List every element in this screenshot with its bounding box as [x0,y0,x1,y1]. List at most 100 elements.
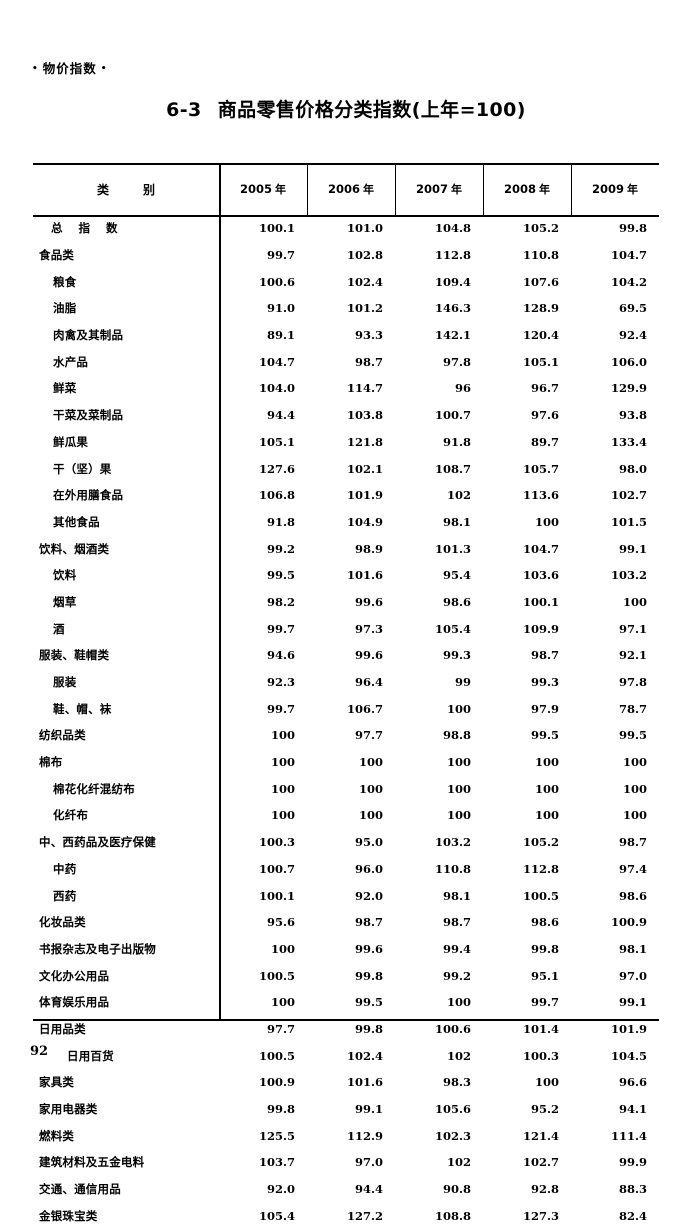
cell-2008: 95.2 [530,1102,559,1117]
cell-2009: 103.2 [610,568,647,583]
cell-2005: 100.5 [258,968,295,983]
table-bottom-rule [33,1019,659,1021]
cell-2007: 91.8 [442,434,471,449]
cell-2008: 127.3 [522,1208,559,1223]
table-row: 日用百货 100.5 102.4 102 100.3 104.5 [33,1042,659,1069]
cell-2009: 100 [622,594,647,609]
cell-2006: 99.6 [354,594,383,609]
cell-2009: 99.1 [618,541,647,556]
cell-2005: 105.4 [258,1208,295,1223]
cell-2005: 94.6 [266,648,295,663]
table-number: 6-3 [166,99,202,121]
cell-2005: 94.4 [266,408,295,423]
row-label: 西药 [53,888,77,903]
row-label: 棉花化纤混纺布 [53,781,135,796]
cell-2005: 103.7 [258,1155,295,1170]
row-label: 文化办公用品 [39,968,110,983]
cell-2008: 104.7 [522,541,559,556]
cell-2009: 92.1 [618,648,647,663]
row-label: 食品类 [39,248,75,263]
cell-2005: 99.7 [266,701,295,716]
cell-2006: 94.4 [354,1182,383,1197]
cell-2006: 121.8 [346,434,383,449]
cell-2007: 96 [454,381,471,396]
cell-2006: 101.2 [346,301,383,316]
cell-2006: 98.7 [354,915,383,930]
cell-2008: 100 [534,808,559,823]
cell-2008: 120.4 [522,328,559,343]
cell-2006: 102.8 [346,248,383,263]
table-row: 纺织品类 100 97.7 98.8 99.5 99.5 [33,722,659,749]
table-row: 干菜及菜制品 94.4 103.8 100.7 97.6 93.8 [33,402,659,429]
cell-2009: 98.7 [618,835,647,850]
cell-2007: 102 [446,1155,471,1170]
cell-2005: 100.1 [258,221,295,236]
cell-2006: 101.6 [346,1075,383,1090]
cell-2006: 92.0 [354,888,383,903]
cell-2006: 99.8 [354,1021,383,1036]
table-row: 烟草 98.2 99.6 98.6 100.1 100 [33,589,659,616]
cell-2008: 96.7 [530,381,559,396]
cell-2007: 99 [454,675,471,690]
cell-2007: 109.4 [434,274,471,289]
cell-2005: 98.2 [266,594,295,609]
cell-2009: 99.8 [618,221,647,236]
cell-2006: 99.5 [354,995,383,1010]
cell-2007: 99.3 [442,648,471,663]
cell-2008: 89.7 [530,434,559,449]
cell-2006: 96.4 [354,675,383,690]
table-row: 鲜瓜果 105.1 121.8 91.8 89.7 133.4 [33,429,659,456]
cell-2009: 97.8 [618,675,647,690]
table-row: 棉花化纤混纺布 100 100 100 100 100 [33,775,659,802]
cell-2009: 100 [622,781,647,796]
cell-2005: 99.5 [266,568,295,583]
row-label: 粮食 [53,274,77,289]
table-row: 建筑材料及五金电料 103.7 97.0 102 102.7 99.9 [33,1149,659,1176]
cell-2007: 108.7 [434,461,471,476]
cell-2006: 96.0 [354,861,383,876]
cell-2009: 78.7 [618,701,647,716]
cell-2008: 100.1 [522,594,559,609]
cell-2006: 114.7 [346,381,383,396]
table-row: 鞋、帽、袜 99.7 106.7 100 97.9 78.7 [33,695,659,722]
cell-2005: 100.1 [258,888,295,903]
cell-2006: 98.9 [354,541,383,556]
table-row: 化纤布 100 100 100 100 100 [33,802,659,829]
cell-2008: 100 [534,781,559,796]
cell-2007: 142.1 [434,328,471,343]
cell-2007: 95.4 [442,568,471,583]
row-label: 交通、通信用品 [39,1182,121,1197]
category-header-part1: 类 [96,182,109,197]
row-label: 棉布 [39,755,63,770]
cell-2007: 102.3 [434,1128,471,1143]
cell-2009: 129.9 [610,381,647,396]
row-label: 体育娱乐用品 [39,995,110,1010]
cell-2007: 101.3 [434,541,471,556]
row-label: 其他食品 [53,514,100,529]
cell-2005: 91.0 [266,301,295,316]
table-row: 鲜菜 104.0 114.7 96 96.7 129.9 [33,375,659,402]
table-row: 服装 92.3 96.4 99 99.3 97.8 [33,669,659,696]
row-label: 中、西药品及医疗保健 [39,835,156,850]
cell-2007: 146.3 [434,301,471,316]
table-top-rule [33,163,659,165]
table-row: 文化办公用品 100.5 99.8 99.2 95.1 97.0 [33,962,659,989]
cell-2008: 95.1 [530,968,559,983]
cell-2009: 101.9 [610,1021,647,1036]
cell-2005: 106.8 [258,488,295,503]
cell-2008: 99.7 [530,995,559,1010]
cell-2008: 98.6 [530,915,559,930]
cell-2009: 106.0 [610,354,647,369]
row-label: 油脂 [53,301,77,316]
cell-2005: 104.7 [258,354,295,369]
cell-2005: 125.5 [258,1128,295,1143]
cell-2009: 97.0 [618,968,647,983]
cell-2006: 100 [358,755,383,770]
cell-2009: 101.5 [610,514,647,529]
cell-2008: 100 [534,1075,559,1090]
cell-2005: 104.0 [258,381,295,396]
cell-2005: 100.7 [258,861,295,876]
cell-2009: 100 [622,755,647,770]
cell-2008: 98.7 [530,648,559,663]
year-label-2008: 2008 [503,182,536,196]
